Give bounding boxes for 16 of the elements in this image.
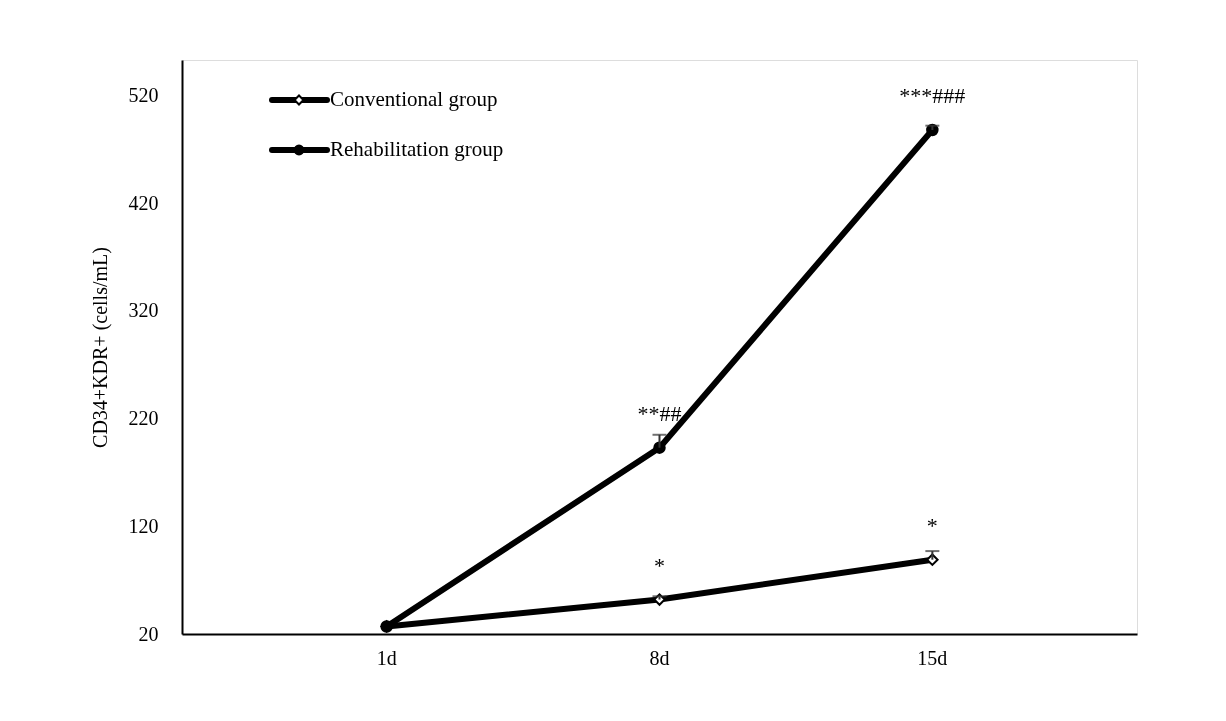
legend-label: Conventional group xyxy=(330,87,498,111)
x-tick-label: 1d xyxy=(376,646,397,669)
annotation: * xyxy=(654,552,665,578)
y-tick-label: 420 xyxy=(128,191,159,214)
x-tick-label: 8d xyxy=(649,646,670,669)
y-tick-label: 220 xyxy=(128,407,159,430)
y-tick-label: 20 xyxy=(138,622,159,645)
x-tick-label: 15d xyxy=(917,646,948,669)
annotation: **## xyxy=(637,400,682,426)
annotation: * xyxy=(926,512,938,538)
y-tick-label: 520 xyxy=(128,84,159,107)
annotation: ***### xyxy=(899,83,966,108)
y-axis-title: CD34+KDR+ (cells/mL) xyxy=(88,247,112,448)
legend-label: Rehabilitation group xyxy=(330,137,504,161)
y-tick-label: 120 xyxy=(128,514,159,537)
y-tick-label: 320 xyxy=(128,299,159,322)
